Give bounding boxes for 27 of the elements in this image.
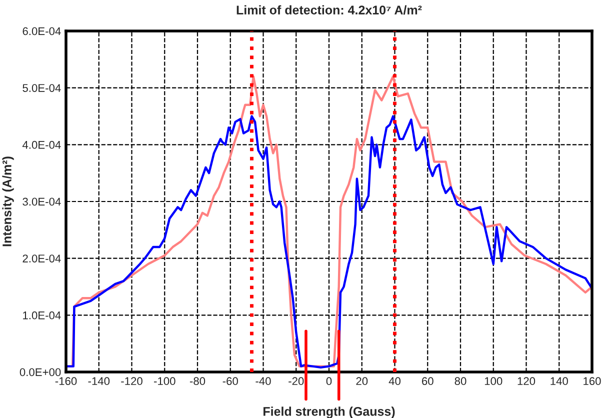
x-tick-label: 0 — [326, 377, 332, 386]
x-tick-label: -40 — [256, 377, 271, 386]
x-tick-label: 60 — [422, 377, 434, 386]
x-tick-label: -120 — [121, 377, 142, 386]
x-axis-title: Field strength (Gauss) — [264, 406, 395, 418]
y-tick-label: 6.0E-04 — [22, 27, 61, 36]
y-tick-label: 0.0E+00 — [20, 368, 61, 376]
y-tick-label: 3.0E-04 — [22, 198, 61, 206]
x-tick-label: -80 — [190, 377, 206, 386]
x-tick-label: -60 — [222, 377, 238, 386]
x-tick-label: -20 — [288, 377, 304, 386]
y-tick-label: 1.0E-04 — [23, 311, 61, 320]
x-tick-label: 100 — [484, 377, 502, 386]
chart-title: Limit of detection: 4.2x10⁷ A/m² — [236, 5, 422, 15]
y-axis-title: Intensity (A/m²) — [2, 156, 14, 246]
y-tick-label: 2.0E-04 — [22, 254, 61, 262]
x-tick-label: 40 — [388, 377, 400, 386]
y-tick-label: 4.0E-04 — [22, 140, 61, 149]
x-tick-label: 20 — [356, 377, 368, 386]
x-tick-label: -100 — [154, 377, 176, 386]
x-tick-label: 80 — [454, 377, 466, 386]
x-tick-label: 140 — [550, 377, 568, 386]
y-tick-label: 5.0E-04 — [22, 84, 61, 92]
x-tick-label: -140 — [88, 377, 110, 386]
x-tick-label: 160 — [584, 377, 601, 386]
x-tick-label: 120 — [518, 377, 536, 386]
x-tick-label: -160 — [55, 377, 77, 386]
